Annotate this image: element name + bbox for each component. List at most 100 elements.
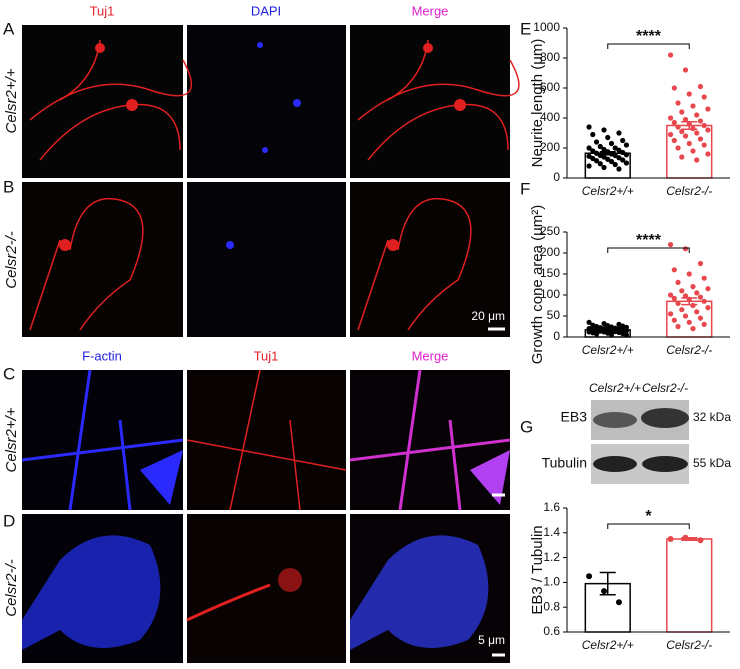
data-point: [697, 294, 704, 300]
data-point: [682, 313, 689, 319]
data-point: [667, 311, 674, 317]
y-tick-label: 100: [540, 287, 560, 301]
data-point: [682, 534, 689, 541]
y-axis-label: Neurite length (μm): [529, 39, 546, 168]
data-point: [675, 124, 681, 130]
data-point: [682, 67, 689, 73]
x-tick-label: Celsr2+/+: [582, 343, 634, 357]
error-bar: [599, 571, 616, 596]
data-point: [586, 153, 592, 159]
data-point: [586, 573, 593, 580]
data-point: [667, 115, 674, 121]
significance-bracket: [607, 43, 690, 49]
data-point: [590, 155, 596, 162]
data-point: [620, 137, 626, 144]
data-point: [694, 309, 700, 315]
significance-label: ****: [636, 28, 662, 45]
y-tick-label: 0: [553, 170, 560, 184]
panel-letter: E: [520, 19, 531, 38]
data-point: [597, 161, 603, 167]
data-point: [682, 293, 689, 299]
data-point: [671, 85, 677, 91]
y-tick-label: 1.6: [543, 500, 560, 514]
panel-letter: F: [520, 179, 530, 198]
data-point: [701, 275, 707, 281]
data-point: [675, 279, 681, 285]
data-point: [675, 100, 681, 106]
bar: [666, 538, 713, 633]
y-tick-label: 200: [540, 245, 560, 259]
data-point: [690, 284, 696, 290]
data-point: [593, 139, 600, 145]
data-point: [705, 106, 711, 112]
y-tick-label: 0.6: [543, 624, 560, 638]
data-point: [586, 145, 592, 151]
western-blot: G Celsr2+/+ Celsr2-/- EB3 Tubulin 32 kDa…: [520, 381, 731, 484]
panel-letter: A: [3, 19, 15, 38]
y-tick-label: 1.2: [543, 550, 560, 564]
y-tick-label: 600: [540, 80, 560, 94]
data-point: [601, 588, 608, 595]
axes: [566, 232, 730, 338]
data-point: [679, 154, 685, 160]
lane-label: Celsr2+/+: [589, 381, 641, 395]
y-tick-label: 0: [553, 329, 560, 343]
data-point: [697, 118, 704, 124]
data-point: [694, 130, 700, 136]
data-point: [675, 300, 681, 306]
data-point: [690, 125, 696, 132]
genotype-label: Celsr2-/-: [3, 559, 20, 617]
data-point: [616, 147, 622, 153]
data-point: [686, 296, 692, 302]
data-point: [694, 157, 700, 163]
data-point: [686, 140, 692, 147]
data-point: [679, 288, 685, 294]
channel-label: Merge: [412, 3, 449, 18]
data-point: [686, 121, 692, 127]
data-point: [667, 52, 674, 58]
x-tick-label: Celsr2+/+: [582, 638, 634, 652]
data-point: [690, 326, 696, 332]
data-point: [701, 142, 707, 148]
data-point: [679, 128, 685, 135]
data-point: [615, 599, 622, 606]
panel-letter: B: [3, 177, 14, 196]
data-point: [623, 160, 630, 166]
panel-letter: C: [3, 364, 15, 383]
data-point: [701, 94, 707, 100]
data-point: [701, 122, 707, 129]
data-point: [608, 140, 615, 147]
y-tick-label: 50: [547, 308, 561, 322]
data-point: [694, 290, 700, 296]
scale-bar-label: 20 μm: [471, 309, 505, 323]
data-point: [686, 319, 692, 325]
data-point: [623, 152, 630, 158]
data-point: [686, 271, 692, 277]
y-tick-label: 1.4: [543, 525, 560, 539]
size-label: 55 kDa: [693, 456, 731, 470]
micrographs: [21, 25, 520, 663]
data-point: [701, 298, 707, 304]
genotype-label: Celsr2-/-: [3, 231, 20, 289]
data-point: [671, 267, 677, 273]
data-point: [697, 83, 704, 90]
micrograph-labels: A B C D Tuj1 DAPI Merge F-actin Tuj1 Mer…: [3, 3, 505, 647]
data-point: [679, 109, 685, 115]
lane-label: Celsr2-/-: [642, 381, 688, 395]
data-point: [679, 307, 685, 313]
scale-bar-label: 5 μm: [478, 633, 505, 647]
data-point: [593, 158, 600, 164]
panel-letter: G: [520, 417, 533, 436]
data-point: [690, 148, 696, 154]
data-point: [705, 305, 711, 311]
significance-bracket: [607, 523, 690, 529]
data-point: [705, 127, 711, 133]
data-point: [608, 331, 615, 338]
data-point: [671, 295, 677, 301]
y-tick-label: 150: [540, 266, 560, 280]
data-point: [590, 131, 596, 138]
data-point: [690, 302, 696, 309]
size-label: 32 kDa: [693, 410, 731, 424]
data-point: [616, 166, 622, 172]
